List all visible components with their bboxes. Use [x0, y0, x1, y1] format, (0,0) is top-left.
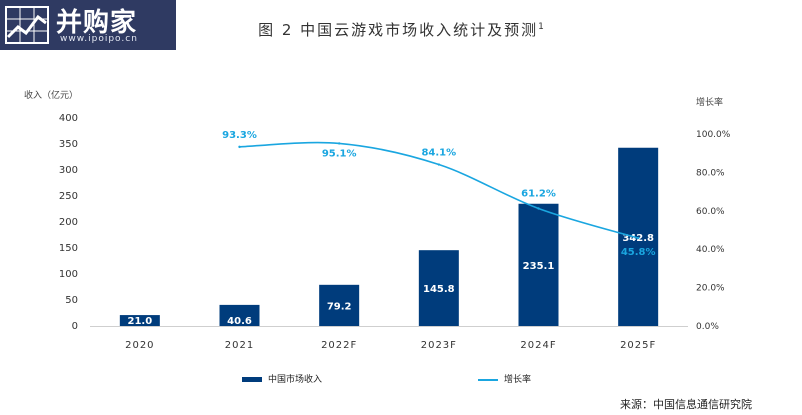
y-tick-left-label: 350	[59, 139, 78, 150]
y-tick-left-label: 400	[59, 113, 78, 124]
growth-point	[537, 207, 540, 210]
growth-value-label: 45.8%	[621, 247, 656, 258]
y-axis-left-label: 收入（亿元）	[24, 91, 79, 101]
bar	[119, 315, 160, 326]
growth-point	[437, 163, 441, 166]
bar-value-label: 235.1	[523, 261, 555, 272]
y-tick-right-label: 40.0%	[696, 245, 725, 255]
bar	[418, 250, 459, 326]
logo-url: www.ipoipo.cn	[60, 34, 138, 44]
y-tick-left-label: 250	[59, 191, 78, 202]
logo-title: 并购家	[56, 8, 138, 38]
growth-value-label: 95.1%	[322, 148, 357, 159]
y-tick-right-label: 100.0%	[696, 130, 731, 140]
legend-swatch-bar	[242, 377, 262, 382]
watermark-logo: 并购家 www.ipoipo.cn	[0, 0, 176, 50]
bar-value-label: 145.8	[423, 284, 455, 295]
chart-title-footnote: 1	[538, 22, 544, 32]
bar-value-label: 40.6	[227, 316, 252, 327]
bar	[219, 304, 260, 326]
bar	[518, 203, 559, 326]
y-tick-right-label: 60.0%	[696, 207, 725, 217]
y-tick-right-label: 20.0%	[696, 284, 725, 294]
x-tick-label: 2024F	[520, 340, 556, 351]
legend-item-growth: 增长率	[478, 372, 531, 385]
y-tick-right-label: 0.0%	[696, 322, 719, 332]
x-tick-label: 2020	[125, 340, 154, 351]
x-tick-label: 2025F	[620, 340, 656, 351]
source-note: 来源：中国信息通信研究院	[620, 398, 752, 411]
bar	[319, 284, 360, 326]
legend-label-growth: 增长率	[504, 375, 532, 385]
y-axis-right-label: 增长率	[696, 98, 724, 108]
chart-title: 图 2 中国云游戏市场收入统计及预测1	[0, 19, 802, 40]
growth-value-label: 84.1%	[421, 148, 456, 159]
legend-label-revenue: 中国市场收入	[268, 375, 323, 385]
x-tick-label: 2022F	[321, 340, 357, 351]
legend-item-revenue: 中国市场收入	[242, 372, 322, 385]
chart-icon	[5, 6, 49, 44]
growth-point	[636, 236, 640, 240]
y-tick-left-label: 150	[59, 243, 78, 254]
bar-value-label: 79.2	[327, 301, 352, 312]
y-tick-left-label: 0	[72, 321, 78, 332]
growth-point	[337, 142, 341, 145]
bar-value-label: 21.0	[127, 316, 152, 327]
y-tick-left-label: 50	[65, 295, 78, 306]
growth-value-label: 93.3%	[222, 130, 257, 141]
y-tick-left-label: 300	[59, 165, 78, 176]
x-tick-label: 2023F	[421, 340, 457, 351]
y-tick-right-label: 80.0%	[696, 168, 725, 178]
y-tick-left-label: 100	[59, 269, 78, 280]
growth-value-label: 61.2%	[521, 188, 556, 199]
legend-swatch-line	[478, 378, 498, 381]
chart-title-text: 图 2 中国云游戏市场收入统计及预测	[258, 21, 539, 39]
growth-point	[238, 145, 241, 149]
x-tick-label: 2021	[225, 340, 254, 351]
y-tick-left-label: 200	[59, 217, 78, 228]
